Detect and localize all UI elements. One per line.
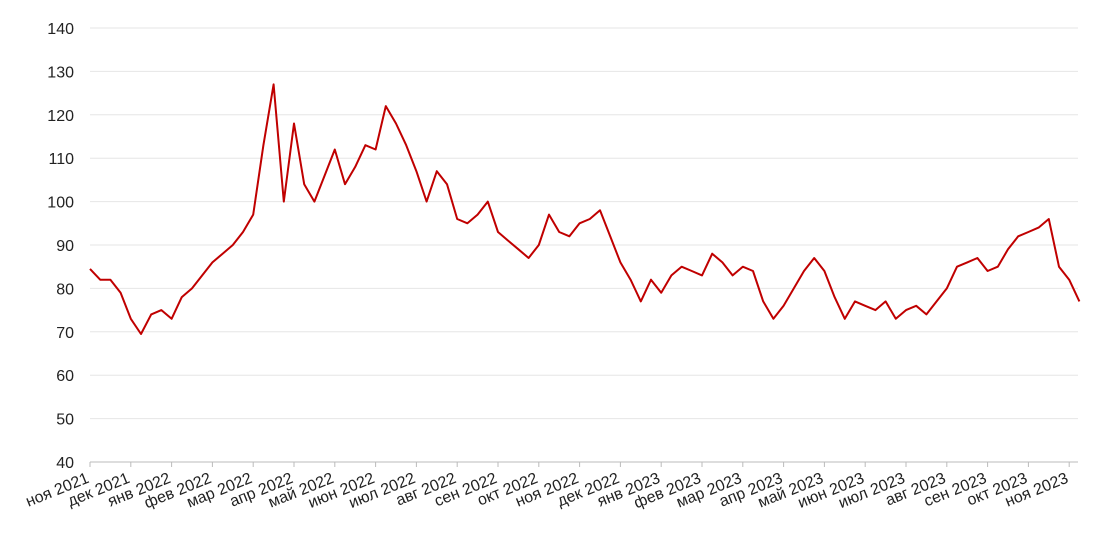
y-tick-label: 130 [47, 64, 74, 81]
y-tick-label: 80 [56, 281, 74, 298]
y-tick-label: 120 [47, 108, 74, 125]
y-tick-label: 40 [56, 455, 74, 472]
y-tick-label: 110 [48, 151, 74, 168]
price-line [89, 83, 1081, 335]
y-tick-label: 140 [47, 21, 74, 38]
y-tick-label: 60 [56, 368, 74, 385]
y-tick-label: 70 [56, 325, 74, 342]
y-tick-label: 100 [47, 195, 74, 212]
y-tick-label: 50 [56, 412, 74, 429]
y-tick-label: 90 [56, 238, 74, 255]
